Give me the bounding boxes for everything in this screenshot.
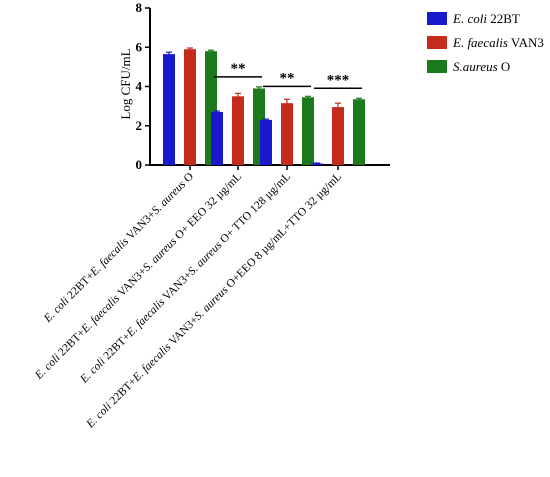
- y-tick-label: 0: [136, 157, 143, 172]
- x-category-label-part: E. faecalis: [130, 341, 174, 385]
- bar: [281, 103, 293, 165]
- bar: [302, 97, 314, 165]
- x-category-label-part: E. faecalis: [88, 235, 132, 279]
- bar: [184, 49, 196, 165]
- bar: [260, 119, 272, 165]
- x-category-label-part: VAN3+: [159, 269, 195, 305]
- y-tick-label: 6: [136, 39, 143, 54]
- significance-annotations: **** ***: [214, 61, 362, 90]
- significance-label: **: [280, 70, 295, 86]
- bar: [163, 54, 175, 165]
- x-category-label-part: 22BT+: [54, 327, 88, 361]
- y-tick-label: 4: [136, 79, 143, 94]
- y-axis-label: Log CFU/mL: [118, 48, 133, 119]
- x-category-label-part: E. faecalis: [79, 292, 123, 336]
- y-tick-label: 2: [136, 118, 143, 133]
- x-category-label: E. coli 22BT+E. faecalis VAN3+S. aureus …: [32, 171, 244, 383]
- legend: E. coli 22BT E. faecalis VAN3 S.aureus O: [427, 11, 544, 74]
- x-tick-labels: E. coli 22BT+E. faecalis VAN3+S. aureus …: [32, 171, 344, 431]
- legend-label: S.aureus O: [453, 59, 510, 74]
- y-tick-label: 8: [136, 0, 143, 15]
- x-category-label-part: E. faecalis: [124, 296, 168, 340]
- x-category-label: E. coli 22BT+E. faecalis VAN3+S. aureus …: [84, 171, 344, 431]
- x-category-label: E. coli 22BT+E. faecalis VAN3+S. aureus …: [78, 171, 294, 387]
- bar: [353, 99, 365, 165]
- bar: [311, 163, 323, 165]
- x-category-label-part: S. aureus: [186, 239, 225, 278]
- bar: [232, 96, 244, 165]
- x-category-label-part: VAN3+: [114, 265, 150, 301]
- bar: [332, 107, 344, 165]
- legend-label: E. coli 22BT: [452, 11, 520, 26]
- legend-label: E. faecalis VAN3: [452, 35, 544, 50]
- legend-swatch: [427, 60, 447, 73]
- x-category-label-part: S. aureus: [141, 235, 180, 274]
- x-category-label-part: VAN3+: [165, 314, 201, 350]
- x-category-label-part: S. aureus: [192, 284, 231, 323]
- legend-swatch: [427, 36, 447, 49]
- x-category-label-part: VAN3+: [123, 209, 159, 245]
- legend-swatch: [427, 12, 447, 25]
- bars: [163, 47, 365, 165]
- significance-label: **: [231, 61, 246, 77]
- x-category-label-part: 22BT+: [63, 270, 97, 304]
- significance-label: ***: [327, 72, 350, 88]
- x-category-label-part: 22BT+: [106, 376, 140, 410]
- x-category-label-part: S. aureus: [150, 178, 189, 217]
- bar: [211, 112, 223, 165]
- x-category-label-part: 22BT+: [99, 331, 133, 365]
